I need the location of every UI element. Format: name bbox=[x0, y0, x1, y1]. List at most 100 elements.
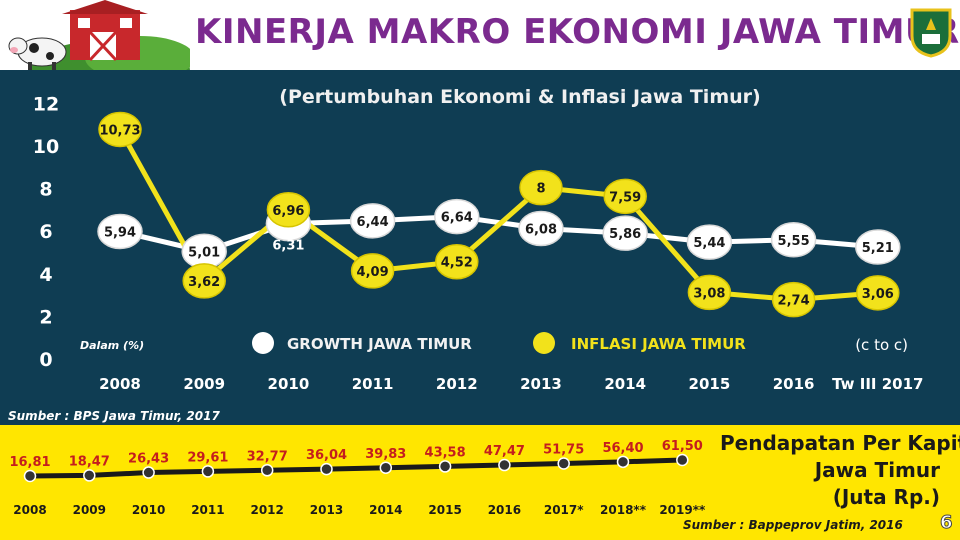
y-tick-label: 4 bbox=[39, 264, 52, 286]
growth-data-label: 6,44 bbox=[357, 215, 389, 230]
income-chart-title: Pendapatan Per Kapita Jawa Timur (Juta R… bbox=[720, 430, 960, 511]
income-x-tick-label: 2011 bbox=[191, 503, 224, 517]
data-labels: 5,94 5,01 6,31 6,44 6,64 6,08 5,86 5,44 5,55 5,21… bbox=[99, 123, 893, 308]
growth-point bbox=[97, 213, 143, 250]
x-tick-label: 2011 bbox=[352, 375, 394, 393]
income-point bbox=[557, 457, 570, 470]
income-title-line-2: Jawa Timur bbox=[814, 458, 940, 482]
x-tick-label: 2015 bbox=[689, 375, 731, 393]
income-data-label: 18,47 bbox=[69, 454, 110, 469]
income-x-axis-ticks: 2008 2009 2010 2011 2012 2013 2014 2015 2016 2017… bbox=[13, 503, 706, 517]
y-tick-label: 6 bbox=[39, 221, 52, 243]
legend-label-inflation: INFLASI JAWA TIMUR bbox=[571, 335, 746, 353]
x-tick-label: Tw III 2017 bbox=[832, 375, 923, 393]
inflation-point bbox=[182, 263, 226, 299]
series-lines bbox=[117, 128, 879, 303]
income-x-tick-label: 2016 bbox=[488, 503, 521, 517]
income-x-tick-label: 2013 bbox=[310, 503, 343, 517]
inflation-point bbox=[98, 111, 142, 148]
x-tick-label: 2013 bbox=[520, 375, 562, 393]
inflation-point bbox=[687, 274, 732, 311]
growth-point bbox=[770, 222, 817, 258]
y-tick-label: 8 bbox=[39, 179, 52, 201]
growth-point bbox=[686, 224, 733, 260]
income-x-tick-label: 2017* bbox=[544, 503, 584, 517]
income-data-label: 32,77 bbox=[247, 449, 288, 464]
growth-data-label: 5,86 bbox=[609, 227, 641, 242]
inflation-data-label: 4,52 bbox=[441, 256, 473, 271]
income-point bbox=[142, 466, 155, 479]
income-data-label: 61,50 bbox=[662, 439, 703, 454]
chart-source: Sumber : BPS Jawa Timur, 2017 bbox=[8, 409, 220, 423]
y-tick-label: 12 bbox=[33, 93, 59, 115]
growth-data-label: 6,31 bbox=[272, 239, 304, 254]
x-axis-ticks: 2008 2009 2010 2011 2012 2013 2014 2015 2016 Tw I… bbox=[99, 375, 923, 393]
series-points bbox=[97, 111, 901, 318]
legend: GROWTH JAWA TIMUR INFLASI JAWA TIMUR bbox=[252, 332, 746, 354]
growth-data-label: 5,01 bbox=[188, 245, 220, 260]
income-x-tick-label: 2015 bbox=[428, 503, 461, 517]
growth-data-label: 6,08 bbox=[525, 222, 557, 237]
income-chart-source: Sumber : Bappeprov Jatim, 2016 bbox=[683, 518, 903, 532]
growth-inflation-chart-panel: (Pertumbuhan Ekonomi & Inflasi Jawa Timu… bbox=[0, 70, 960, 425]
income-point bbox=[260, 464, 274, 477]
inflation-data-label: 8 bbox=[536, 182, 545, 197]
income-x-tick-label: 2014 bbox=[369, 503, 402, 517]
income-point bbox=[438, 460, 452, 473]
growth-data-label: 5,94 bbox=[104, 225, 136, 240]
growth-point bbox=[349, 203, 396, 239]
y-tick-label: 0 bbox=[39, 349, 52, 371]
inflation-data-label: 2,74 bbox=[778, 294, 810, 309]
income-point bbox=[201, 465, 215, 478]
x-tick-label: 2009 bbox=[183, 375, 225, 393]
income-point bbox=[498, 458, 511, 472]
legend-marker-inflation bbox=[533, 332, 555, 354]
x-tick-label: 2016 bbox=[773, 375, 815, 393]
income-x-tick-label: 2012 bbox=[250, 503, 283, 517]
income-title-line-1: Pendapatan Per Kapita bbox=[720, 431, 960, 455]
inflation-point bbox=[771, 281, 816, 318]
income-data-label: 43,58 bbox=[425, 445, 466, 460]
income-data-label: 26,43 bbox=[128, 452, 169, 467]
growth-data-label: 5,21 bbox=[862, 241, 894, 256]
income-point bbox=[23, 469, 37, 483]
income-data-label: 29,61 bbox=[187, 450, 228, 465]
inflation-point bbox=[266, 192, 311, 228]
legend-label-growth: GROWTH JAWA TIMUR bbox=[287, 335, 472, 353]
inflation-data-label: 10,73 bbox=[99, 123, 140, 138]
inflation-data-label: 7,59 bbox=[609, 190, 641, 205]
inflation-point bbox=[856, 275, 900, 311]
income-x-tick-label: 2009 bbox=[73, 503, 106, 517]
income-point bbox=[83, 469, 96, 482]
page-number: 6 bbox=[940, 512, 953, 534]
inflation-data-label: 3,62 bbox=[188, 275, 220, 290]
growth-point bbox=[602, 215, 648, 251]
income-data-label: 36,04 bbox=[306, 448, 347, 463]
income-x-tick-label: 2010 bbox=[132, 503, 165, 517]
x-tick-label: 2014 bbox=[604, 375, 646, 393]
growth-data-label: 5,55 bbox=[778, 234, 810, 249]
growth-data-label: 5,44 bbox=[693, 236, 725, 251]
income-point bbox=[676, 453, 689, 467]
growth-inflation-chart: (Pertumbuhan Ekonomi & Inflasi Jawa Timu… bbox=[8, 86, 923, 423]
income-data-label: 51,75 bbox=[543, 442, 584, 457]
income-point bbox=[616, 455, 630, 469]
income-x-tick-label: 2018** bbox=[600, 503, 647, 517]
inflation-line bbox=[117, 128, 879, 303]
growth-point bbox=[518, 210, 564, 247]
income-x-tick-label: 2008 bbox=[13, 503, 46, 517]
income-data-label: 47,47 bbox=[484, 444, 525, 459]
growth-point bbox=[855, 229, 901, 265]
y-tick-label: 2 bbox=[39, 306, 52, 328]
inflation-point bbox=[603, 178, 647, 215]
chart-title: (Pertumbuhan Ekonomi & Inflasi Jawa Timu… bbox=[279, 86, 760, 108]
income-data-labels: 16,81 18,47 26,43 29,61 32,77 36,04 39,83 43,58… bbox=[9, 439, 702, 470]
page-title: KINERJA MAKRO EKONOMI JAWA TIMUR bbox=[195, 12, 960, 52]
growth-data-label: 6,64 bbox=[441, 211, 473, 226]
header: KINERJA MAKRO EKONOMI JAWA TIMUR bbox=[0, 0, 960, 88]
period-note: (c to c) bbox=[855, 336, 908, 354]
inflation-point bbox=[350, 253, 395, 289]
inflation-point bbox=[519, 169, 563, 206]
income-points bbox=[23, 453, 689, 483]
inflation-data-label: 3,08 bbox=[693, 286, 725, 301]
